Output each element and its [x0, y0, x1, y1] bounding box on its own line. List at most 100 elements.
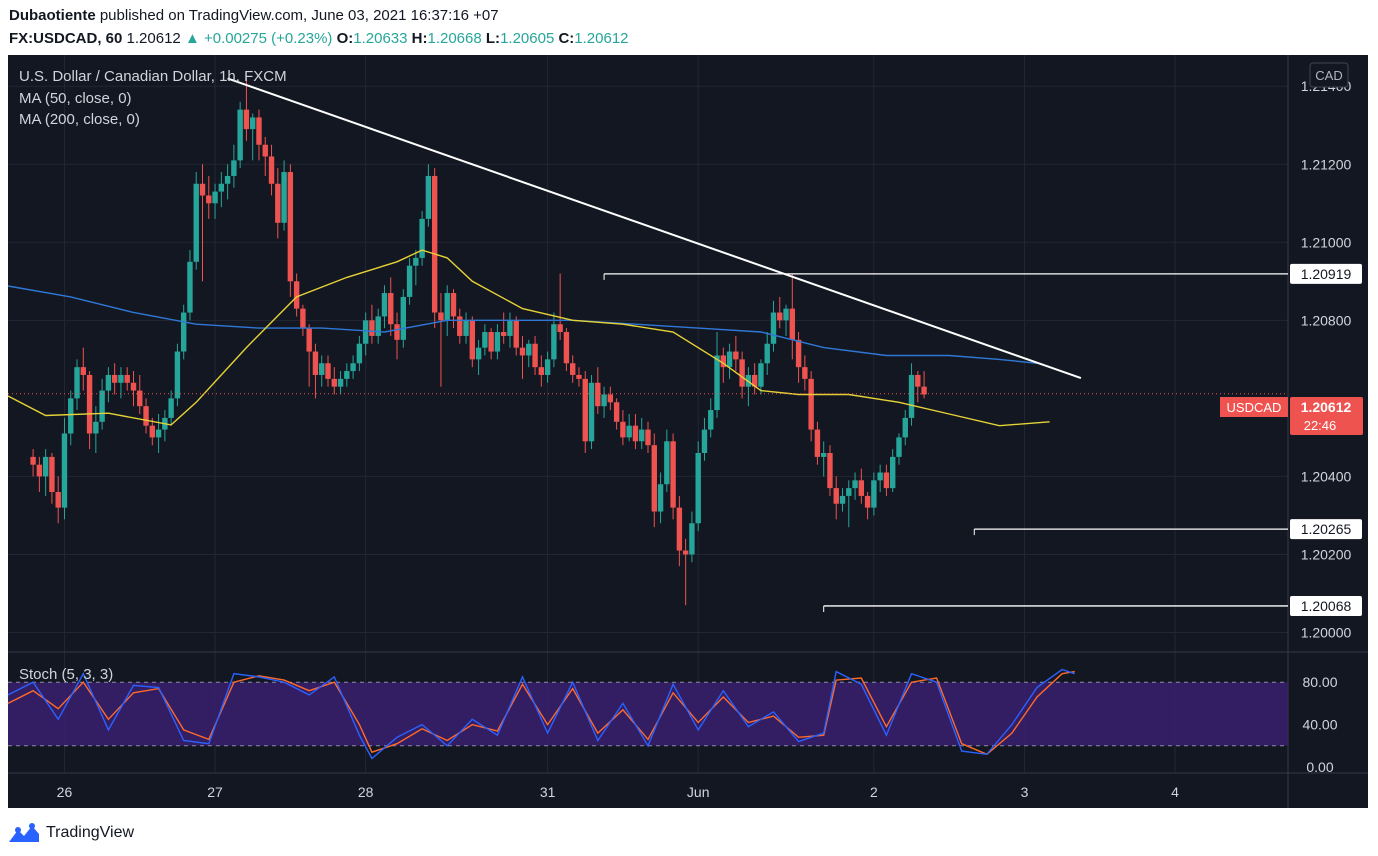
candle-body	[337, 378, 344, 387]
candle-body	[708, 410, 714, 430]
symbol-label: FX:USDCAD, 60	[9, 30, 123, 47]
candle-body	[155, 429, 162, 438]
candle-body	[218, 183, 225, 192]
close-label: C:	[558, 30, 575, 47]
candle-body	[538, 367, 545, 375]
ma50-line	[7, 249, 1050, 427]
candle-body	[827, 453, 833, 489]
candle-body	[262, 144, 268, 157]
level-tag	[1290, 595, 1362, 616]
published-text: published on TradingView.com, June 03, 2…	[99, 7, 499, 24]
publisher-line: Dubaotiente published on TradingView.com…	[9, 7, 499, 24]
low-label: L:	[485, 30, 501, 47]
close-value: 1.20612	[574, 30, 629, 47]
grid-lines	[8, 55, 1368, 808]
candle-body	[701, 429, 708, 453]
price-tick-label: 1.20200	[1301, 546, 1352, 562]
candle-body	[99, 390, 105, 422]
candle-body	[563, 332, 570, 364]
stoch-axis: 80.00 40.00 0.00	[1302, 674, 1337, 775]
candle-body	[124, 374, 130, 383]
ma50-legend[interactable]: MA (50, close, 0)	[19, 90, 132, 107]
tradingview-brand[interactable]: TradingView	[8, 820, 134, 846]
candle-body	[36, 464, 43, 477]
candle-body	[689, 523, 695, 555]
candle-body	[187, 261, 193, 313]
candle-body	[30, 456, 36, 465]
candle-body	[676, 507, 683, 551]
candle-body	[93, 421, 99, 434]
candle-body	[444, 293, 450, 321]
time-tick-label: 3	[1021, 784, 1029, 800]
time-tick-label: 27	[207, 784, 223, 800]
candle-body	[49, 456, 55, 493]
candle-body	[595, 382, 601, 407]
candle-body	[588, 382, 595, 442]
candle-body	[149, 425, 156, 438]
candle-body	[68, 398, 74, 434]
candle-body	[613, 402, 620, 422]
currency-button[interactable]	[1309, 62, 1349, 88]
candle-body	[795, 339, 802, 368]
candle-body	[381, 293, 388, 317]
price-tick-label: 1.21200	[1301, 156, 1352, 172]
candle-body	[733, 351, 739, 360]
candle-body	[908, 374, 915, 418]
last-price-tag-text: 1.20612	[1301, 399, 1352, 415]
candle-body	[325, 363, 331, 379]
time-tick-label: 4	[1171, 784, 1179, 800]
candle-body	[143, 406, 149, 426]
candle-body	[394, 324, 400, 340]
price-axis[interactable]: 1.214001.212001.210001.208001.204001.202…	[1301, 78, 1352, 640]
open-label: O:	[336, 30, 354, 47]
candle-body	[714, 355, 720, 411]
candle-body	[582, 378, 588, 442]
candle-body	[519, 347, 526, 356]
stoch-tick-label: 0.00	[1306, 759, 1333, 775]
stoch-band	[8, 682, 1288, 746]
candle-body	[431, 175, 438, 313]
candle-body	[331, 378, 337, 387]
candle-body	[61, 433, 68, 508]
candle-body	[802, 367, 808, 379]
candle-body	[193, 183, 199, 262]
ma200-legend[interactable]: MA (200, close, 0)	[19, 111, 140, 128]
candle-body	[551, 324, 557, 360]
candle-body	[482, 332, 488, 348]
candle-body	[450, 293, 457, 317]
candles	[30, 78, 927, 606]
candle-body	[413, 257, 419, 266]
candle-body	[231, 160, 237, 176]
author-name[interactable]: Dubaotiente	[9, 7, 96, 24]
time-axis[interactable]: 26 27 28 31 Jun 2 3 4	[57, 784, 1179, 800]
candle-body	[406, 265, 413, 297]
candle-body	[425, 175, 432, 219]
candle-body	[871, 480, 877, 508]
trendline[interactable]	[227, 77, 1082, 380]
stoch-legend[interactable]: Stoch (5, 3, 3)	[19, 666, 113, 683]
stoch-tick-label: 80.00	[1302, 674, 1337, 690]
last-price-tag	[1290, 397, 1363, 435]
level-tag	[1290, 263, 1362, 284]
candle-body	[212, 191, 218, 204]
level-tag	[1290, 519, 1362, 540]
candle-body	[111, 374, 118, 383]
candle-body	[777, 312, 783, 321]
candle-body	[438, 312, 444, 321]
stoch-d-line	[7, 670, 1075, 756]
candle-body	[639, 429, 645, 442]
candle-body	[820, 453, 827, 457]
candle-body	[350, 363, 356, 372]
candle-body	[576, 374, 582, 379]
candle-body	[751, 374, 758, 387]
candle-body	[319, 363, 325, 375]
price-change: +0.00275 (+0.23%)	[203, 30, 333, 47]
candle-body	[250, 117, 256, 130]
price-tag: USDCAD 1.20612 22:46	[1220, 397, 1363, 435]
candle-body	[419, 218, 425, 258]
candle-body	[726, 351, 733, 368]
candle-body	[570, 363, 576, 375]
candle-body	[864, 495, 871, 508]
countdown-text: 22:46	[1304, 418, 1337, 433]
